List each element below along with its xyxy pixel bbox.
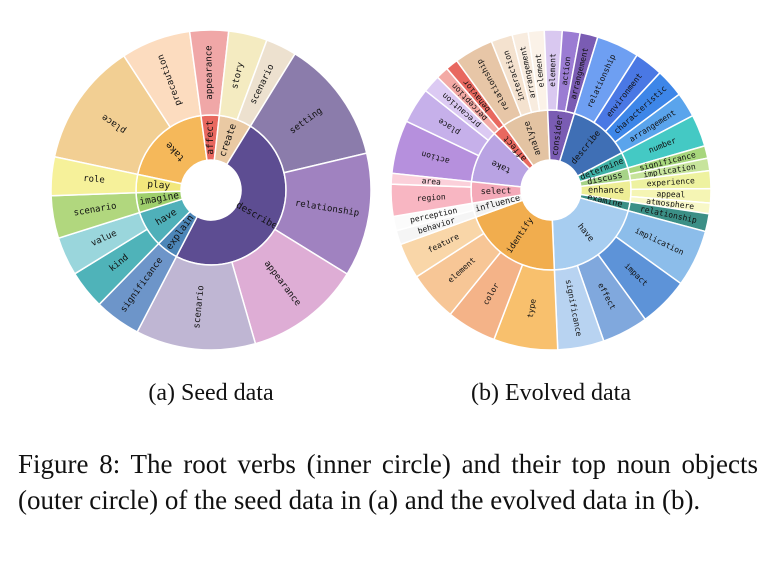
outer-wedge-describe-scenario-label: scenario — [192, 285, 206, 329]
subcaption-seed-data: (a) Seed data — [148, 380, 274, 406]
outer-wedge-select-area — [390, 172, 473, 188]
outer-wedge-select-region-label: region — [417, 192, 447, 203]
inner-wedge-affect-label: affect — [205, 120, 216, 154]
outer-wedge-affect-appearance-label: appearance — [204, 45, 215, 99]
outer-wedge-enhance-experience-label: experience — [646, 176, 695, 188]
outer-wedge-consider-element-label: element — [548, 53, 557, 87]
seed-data-sunburst: take affect createdescribeexplainhaveimagi… — [50, 29, 372, 351]
outer-wedge-analyze-element-label: element — [534, 53, 546, 88]
outer-wedge-consider-action-label: action — [560, 56, 573, 86]
inner-wedge-select-label: select — [481, 186, 512, 197]
subcaption-evolved-data: (b) Evolved data — [471, 380, 631, 406]
outer-wedge-play-role — [50, 155, 139, 197]
outer-wedge-enhance-appeal-label: appeal — [656, 189, 685, 199]
outer-wedge-identify-type-label: type — [526, 298, 538, 319]
inner-wedge-enhance-label: enhance — [588, 186, 624, 197]
inner-wedge-play-label: play — [147, 179, 171, 192]
outer-wedge-select-area-label: area — [421, 176, 441, 186]
figure-caption: Figure 8: The root verbs (inner circle) … — [18, 449, 758, 515]
outer-wedge-play-role-label: role — [83, 174, 105, 186]
